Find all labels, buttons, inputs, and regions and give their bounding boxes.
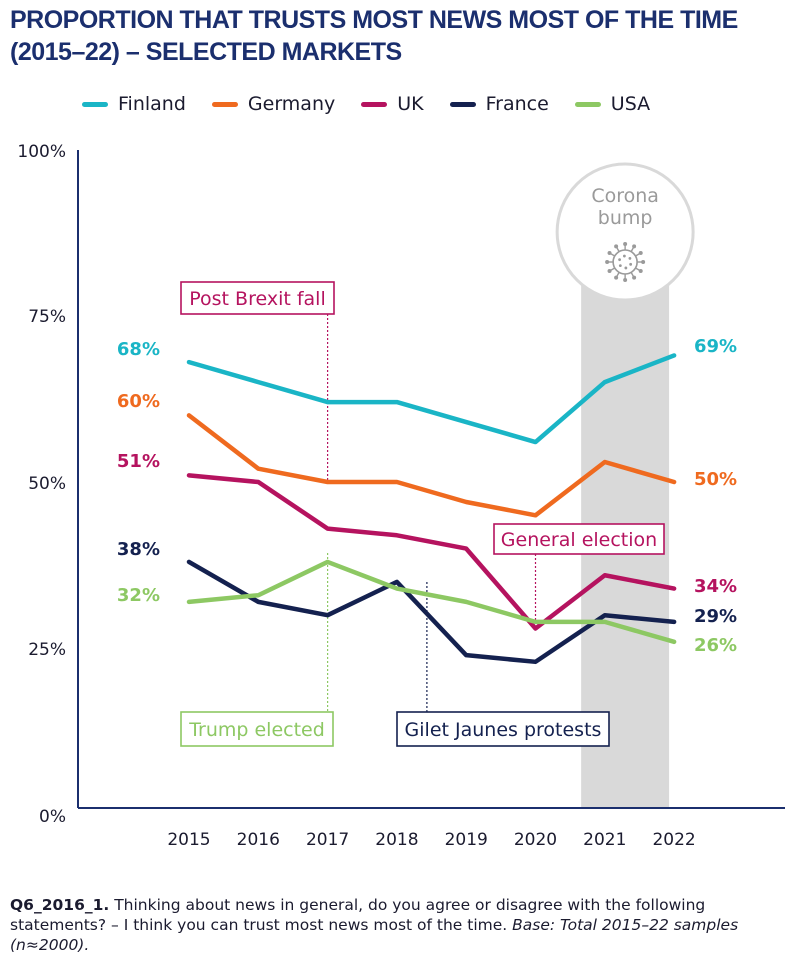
series-line-usa [186,559,677,645]
virus-dot [618,264,622,268]
annotation-label: Trump elected [188,719,325,741]
annotation-box [180,281,335,315]
end-value-label-germany: 50% [694,469,737,490]
legend-item-germany: Germany [211,93,336,115]
virus-dot [624,266,628,270]
virus-dot [618,258,621,262]
y-tick-label: 25% [28,640,66,660]
legend-item-uk: UK [361,93,424,115]
x-tick-label: 2022 [652,830,695,850]
legend-item-usa: USA [574,93,651,115]
footnote: Q6_2016_1. Thinking about news in genera… [10,895,790,955]
y-tick-label: 75% [28,307,66,327]
chart-title-line1: PROPORTION THAT TRUSTS MOST NEWS MOST OF… [10,6,738,34]
virus-spike-tip [623,242,628,246]
corona-label-line1: Corona [591,185,659,207]
start-value-label-finland: 68% [117,339,160,360]
footnote-question: Thinking about news in general, do you a… [10,896,706,934]
chart-title-line2: (2015–22) – SELECTED MARKETS [10,38,402,66]
start-value-label-uk: 51% [117,451,160,472]
corona-label-line2: bump [598,207,653,229]
series-line-germany [186,413,677,518]
virus-spike-tip [638,269,643,273]
virus-spike-tip [632,275,637,280]
annotation-label: Gilet Jaunes protests [405,719,602,741]
virus-spike-tip [614,275,619,280]
series-line-finland [186,353,677,445]
footnote-base: Base: Total 2015–22 samples (n≈2000). [10,916,739,954]
virus-spike-tip [641,260,646,264]
legend-item-finland: Finland [82,93,186,115]
legend-swatch-usa [574,101,601,107]
y-tick-label: 0% [39,807,66,827]
x-tick-label: 2018 [375,830,418,850]
legend-swatch-germany [211,101,238,107]
annotation-label: General election [501,529,657,551]
virus-dot [628,256,632,260]
start-value-label-germany: 60% [117,391,160,412]
annotation-label: Post Brexit fall [189,288,325,310]
legend-label-finland: Finland [118,93,186,115]
series-line-uk [186,473,677,631]
virus-dot [622,254,626,258]
x-tick-label: 2020 [514,830,557,850]
annotation-box [493,523,665,555]
end-value-label-finland: 69% [694,336,737,357]
end-value-label-france: 29% [694,606,737,627]
legend-label-france: France [485,93,549,115]
corona-badge [555,162,695,302]
start-value-label-france: 38% [117,539,160,560]
annotation-box [180,711,334,747]
x-tick-label: 2017 [306,830,349,850]
x-tick-label: 2019 [445,830,488,850]
annotation-box [396,711,610,747]
end-value-label-uk: 34% [694,576,737,597]
y-tick-label: 50% [28,474,66,494]
chart-title: PROPORTION THAT TRUSTS MOST NEWS MOST OF… [10,4,790,68]
virus-spike-tip [607,251,612,255]
virus-spike-tip [632,244,637,249]
legend-swatch-uk [361,101,388,107]
x-tick-label: 2016 [237,830,280,850]
virus-spike-tip [638,251,643,255]
virus-spike-tip [614,244,619,249]
x-tick-label: 2015 [167,830,210,850]
legend-item-france: France [449,93,549,115]
virus-spike-tip [623,278,628,282]
y-tick-label: 100% [17,142,66,162]
legend-label-uk: UK [397,93,424,115]
virus-dot [629,262,633,266]
legend-swatch-france [449,101,476,107]
legend: Finland Germany UK France USA [82,90,676,118]
legend-swatch-finland [82,101,108,107]
virus-spike-tip [607,269,612,273]
legend-label-usa: USA [610,93,651,115]
virus-spike-tip [605,260,610,264]
footnote-code: Q6_2016_1. [10,896,110,914]
x-tick-label: 2021 [583,830,626,850]
start-value-label-usa: 32% [117,585,160,606]
end-value-label-usa: 26% [694,635,737,656]
legend-label-germany: Germany [247,93,336,115]
